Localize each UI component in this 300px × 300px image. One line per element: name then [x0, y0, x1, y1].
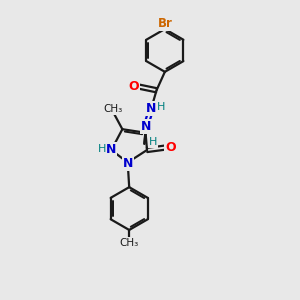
Text: N: N: [123, 157, 134, 169]
Text: Br: Br: [158, 17, 172, 30]
Text: H: H: [157, 102, 165, 112]
Text: CH₃: CH₃: [120, 238, 139, 248]
Text: O: O: [165, 141, 175, 154]
Text: CH₃: CH₃: [103, 104, 122, 114]
Text: N: N: [141, 120, 151, 133]
Text: O: O: [129, 80, 139, 93]
Text: N: N: [146, 102, 156, 115]
Text: H: H: [148, 137, 157, 147]
Text: N: N: [106, 143, 116, 156]
Text: H: H: [98, 144, 106, 154]
